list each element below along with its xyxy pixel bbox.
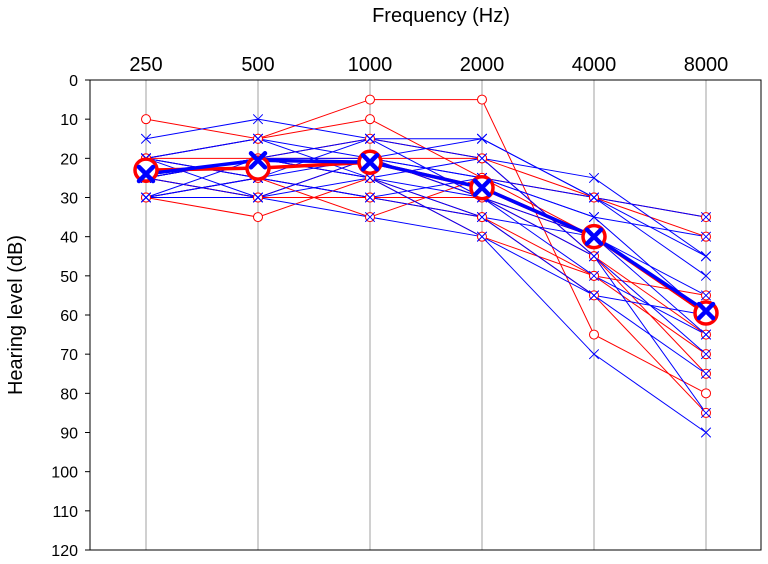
left-ear-individual-13-point-1000 bbox=[365, 172, 375, 183]
x-tick-label-8000: 8000 bbox=[684, 54, 729, 76]
right-ear-individual-1-line bbox=[145, 99, 707, 394]
left-ear-individual-1-line bbox=[145, 118, 707, 277]
right-ear-individual-1-point-1000 bbox=[365, 94, 375, 105]
left-ear-individual-8-line bbox=[145, 138, 707, 355]
y-tick-label-100: 100 bbox=[51, 465, 78, 482]
y-tick-label-0: 0 bbox=[69, 73, 78, 90]
left-ear-individual-12-point-1000 bbox=[365, 133, 375, 144]
left-ear-individual-9-point-8000 bbox=[701, 329, 711, 340]
y-tick-label-120: 120 bbox=[51, 543, 78, 560]
right-ear-individual-1-point-8000 bbox=[701, 388, 711, 399]
left-ear-mean-point-500 bbox=[248, 151, 268, 170]
mean-layer bbox=[133, 149, 719, 326]
y-tick-label-60: 60 bbox=[60, 308, 78, 325]
left-ear-individual-10-line bbox=[145, 157, 707, 296]
left-ear-mean-point-8000 bbox=[696, 301, 716, 321]
right-ear-individual-8-line bbox=[145, 157, 707, 375]
left-ear-individual-1-point-250 bbox=[141, 133, 151, 144]
left-ear-individual-9-point-4000 bbox=[589, 270, 599, 281]
left-ear-individual-14-point-8000 bbox=[701, 251, 711, 262]
x-tick-label-1000: 1000 bbox=[348, 54, 393, 76]
left-ear-individual-12-point-8000 bbox=[701, 407, 711, 418]
right-ear-individual-1-point-2000 bbox=[477, 94, 487, 105]
left-ear-individual-6-point-8000 bbox=[701, 212, 711, 223]
right-ear-individual-10-line bbox=[145, 177, 707, 316]
right-ear-individual-1-point-4000 bbox=[589, 329, 599, 340]
right-ear-mean-point-250 bbox=[133, 157, 159, 183]
left-ear-individual-4-point-4000 bbox=[589, 349, 599, 360]
left-ear-mean-point-2000 bbox=[472, 178, 492, 197]
y-tick-label-90: 90 bbox=[60, 426, 78, 443]
left-ear-individual-14-point-4000 bbox=[589, 192, 599, 203]
left-ear-individual-12-point-4000 bbox=[589, 251, 599, 262]
left-ear-individual-13-line bbox=[145, 157, 707, 316]
left-ear-individual-8-point-500 bbox=[253, 133, 263, 144]
left-ear-individual-9-line bbox=[145, 157, 707, 336]
left-ear-mean-point-4000 bbox=[584, 227, 604, 246]
left-ear-individual-11-line bbox=[145, 157, 707, 238]
y-tick-label-80: 80 bbox=[60, 386, 78, 403]
y-axis-title: Hearing level (dB) bbox=[5, 235, 27, 395]
left-ear-individual-10-point-2000 bbox=[477, 212, 487, 223]
left-ear-individual-1-point-8000 bbox=[701, 270, 711, 281]
y-tick-label-110: 110 bbox=[52, 504, 78, 521]
right-ear-individual-1-point-250 bbox=[141, 114, 151, 125]
left-ear-individual-4-line bbox=[146, 197, 707, 433]
left-ear-individual-8-point-2000 bbox=[477, 153, 487, 164]
right-ear-individual-4-point-500 bbox=[253, 212, 263, 223]
y-tick-label-50: 50 bbox=[60, 269, 78, 286]
left-ear-mean-point-250 bbox=[136, 164, 156, 184]
right-ear-individual-4-line bbox=[145, 177, 707, 355]
left-ear-individual-7-point-8000 bbox=[701, 368, 711, 379]
left-ear-individual-13-point-500 bbox=[253, 192, 263, 203]
left-ear-individual-1-point-500 bbox=[253, 114, 263, 125]
left-ear-individual-6-point-2000 bbox=[477, 133, 487, 144]
left-ear-individual-8-point-8000 bbox=[701, 349, 711, 360]
y-tick-label-40: 40 bbox=[60, 230, 78, 247]
left-ear-mean-point-1000 bbox=[360, 153, 380, 172]
left-ear-individual-13-point-2000 bbox=[477, 231, 487, 242]
left-ear-individual-11-point-8000 bbox=[701, 231, 711, 242]
x-axis-title: Frequency (Hz) bbox=[372, 5, 510, 27]
x-tick-label-500: 500 bbox=[241, 54, 274, 76]
left-ear-individual-11-point-1000 bbox=[365, 192, 375, 203]
x-tick-label-4000: 4000 bbox=[572, 54, 617, 76]
left-ear-individual-4-point-8000 bbox=[701, 427, 711, 438]
left-ear-individual-4-point-1000 bbox=[365, 212, 375, 223]
x-tick-label-250: 250 bbox=[129, 54, 162, 76]
left-ear-individual-10-point-8000 bbox=[701, 290, 711, 301]
left-ear-individual-5-point-4000 bbox=[589, 172, 599, 183]
x-tick-label-2000: 2000 bbox=[460, 54, 505, 76]
y-tick-label-70: 70 bbox=[60, 347, 78, 364]
left-ear-individual-3-line bbox=[145, 157, 707, 335]
left-ear-individual-13-point-4000 bbox=[589, 290, 599, 301]
right-ear-individual-2-point-1000 bbox=[365, 114, 375, 125]
tick-layer: 250 500 1000 2000 4000 8000 0 10 20 30 40 50 60 70 80 9… bbox=[51, 54, 728, 560]
left-ear-mean-line bbox=[145, 158, 707, 313]
left-ear-individual-11-point-4000 bbox=[589, 212, 599, 223]
left-ear-individual-14-line bbox=[145, 157, 707, 257]
y-tick-label-10: 10 bbox=[60, 112, 78, 129]
left-ear-individual-14-point-250 bbox=[141, 192, 151, 203]
y-tick-label-20: 20 bbox=[60, 151, 78, 168]
y-tick-label-30: 30 bbox=[60, 191, 78, 208]
right-ear-individual-5-line bbox=[145, 157, 707, 335]
